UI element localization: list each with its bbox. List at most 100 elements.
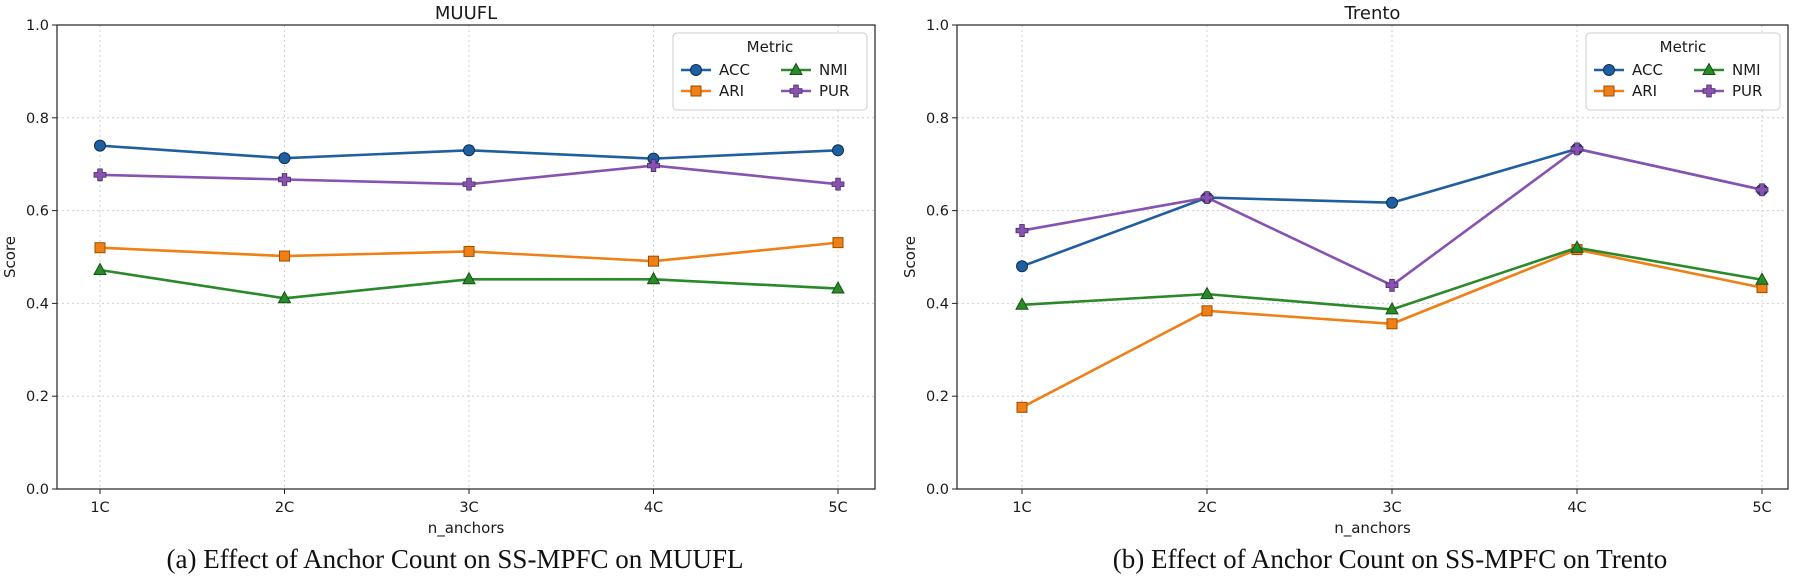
legend: Metric ACC ARI NMI PUR (672, 32, 868, 111)
chart-panel-muufl: 0.0 0.2 0.4 0.6 0.8 1.0 1C 2C 3C 4C 5C MUUFL n_ancho… (1, 3, 876, 574)
data-point-ari (1016, 401, 1028, 413)
y-tick-label: 1.0 (26, 18, 49, 34)
data-point-nmi (831, 281, 845, 294)
data-point-acc (278, 152, 291, 165)
x-tick-label: 3C (1382, 500, 1401, 516)
data-point-acc (463, 144, 475, 157)
data-point-pur (1570, 142, 1584, 156)
y-tick-label: 1.0 (926, 18, 949, 34)
data-point-nmi (646, 271, 661, 285)
legend-item-pur: PUR (1694, 82, 1762, 100)
data-point-nmi (1755, 272, 1769, 285)
x-axis-label: n_anchors (1334, 519, 1411, 538)
legend-label: PUR (819, 82, 849, 100)
series-nmi (1015, 240, 1769, 315)
chart-title: Trento (1344, 3, 1401, 24)
data-point-pur (1385, 278, 1399, 292)
y-tick-label: 0.8 (926, 111, 949, 127)
legend-item-nmi: NMI (781, 61, 848, 79)
series-pur (1015, 142, 1769, 292)
legend-box (1585, 32, 1781, 111)
data-point-ari (832, 237, 844, 249)
data-point-pur (93, 168, 107, 182)
data-point-pur (1200, 191, 1214, 205)
legend-item-nmi: NMI (1694, 61, 1761, 79)
data-point-pur (1015, 224, 1029, 237)
legend-item-acc: ACC (681, 61, 750, 79)
data-point-pur (462, 177, 476, 191)
x-tick-label: 4C (644, 500, 663, 516)
chart-title: MUUFL (435, 3, 497, 24)
legend-label: PUR (1732, 82, 1762, 100)
legend: Metric ACC ARI NMI PUR (1585, 32, 1781, 111)
data-point-nmi (1015, 297, 1029, 310)
x-tick-label: 1C (1012, 500, 1031, 516)
y-tick-label: 0.0 (926, 482, 949, 498)
x-tick-label: 2C (275, 500, 294, 516)
legend-marker-nmi (789, 62, 803, 75)
legend-label: ARI (1632, 82, 1657, 100)
figure-caption: (a) Effect of Anchor Count on SS-MPFC on… (167, 544, 744, 574)
y-tick-label: 0.4 (926, 296, 949, 312)
data-point-acc (1386, 196, 1398, 209)
data-point-nmi (1200, 286, 1214, 300)
x-tick-label: 1C (90, 500, 109, 516)
legend-box (672, 32, 868, 111)
legend-marker-nmi (1702, 62, 1716, 75)
data-point-ari (1201, 305, 1213, 317)
series-acc (94, 139, 844, 165)
data-point-pur (647, 159, 660, 172)
data-point-nmi (1570, 240, 1584, 253)
y-axis-label: Score (901, 236, 919, 278)
data-point-ari (94, 242, 106, 254)
legend-item-acc: ACC (1594, 61, 1663, 79)
y-axis-label: Score (1, 236, 19, 278)
data-point-acc (94, 139, 106, 152)
data-point-ari (648, 255, 659, 267)
legend-marker-acc (1603, 64, 1615, 76)
series-ari (94, 237, 844, 267)
legend-label: ACC (1632, 61, 1663, 79)
plot-frame (956, 24, 1789, 490)
x-tick-label: 2C (1197, 500, 1216, 516)
y-tick-label: 0.6 (926, 204, 949, 220)
legend-marker-pur (1702, 84, 1716, 98)
data-point-pur (831, 177, 845, 191)
legend-item-pur: PUR (781, 82, 849, 100)
data-point-ari (463, 245, 475, 257)
x-axis-label: n_anchors (428, 519, 505, 538)
data-point-nmi (1385, 301, 1399, 315)
y-tick-label: 0.8 (26, 111, 49, 127)
legend-title: Metric (1660, 38, 1707, 56)
data-point-pur (278, 173, 291, 186)
series-nmi (93, 262, 845, 304)
legend-marker-ari (690, 85, 702, 97)
figure-caption: (b) Effect of Anchor Count on SS-MPFC on… (1113, 544, 1668, 574)
x-tick-label: 5C (1752, 500, 1771, 516)
data-point-nmi (93, 262, 107, 275)
legend-title: Metric (747, 38, 794, 56)
data-point-nmi (462, 271, 476, 285)
series-pur (93, 159, 845, 191)
x-tick-label: 5C (828, 500, 847, 516)
legend-label: ARI (719, 82, 744, 100)
y-tick-label: 0.6 (26, 204, 49, 220)
legend-label: NMI (819, 61, 848, 79)
y-tick-label: 0.4 (26, 296, 49, 312)
plot-frame (56, 24, 876, 490)
data-point-pur (1755, 183, 1769, 197)
data-point-nmi (277, 290, 292, 304)
series-acc (1016, 142, 1768, 273)
x-tick-label: 4C (1567, 500, 1586, 516)
y-tick-label: 0.2 (26, 389, 49, 405)
y-tick-label: 0.0 (26, 482, 49, 498)
data-point-ari (279, 250, 290, 262)
legend-label: ACC (719, 61, 750, 79)
series-ari (1016, 244, 1768, 413)
legend-marker-pur (789, 84, 803, 98)
legend-item-ari: ARI (681, 82, 744, 100)
data-point-ari (1386, 318, 1398, 330)
x-tick-label: 3C (459, 500, 478, 516)
legend-label: NMI (1732, 61, 1761, 79)
y-tick-label: 0.2 (926, 389, 949, 405)
